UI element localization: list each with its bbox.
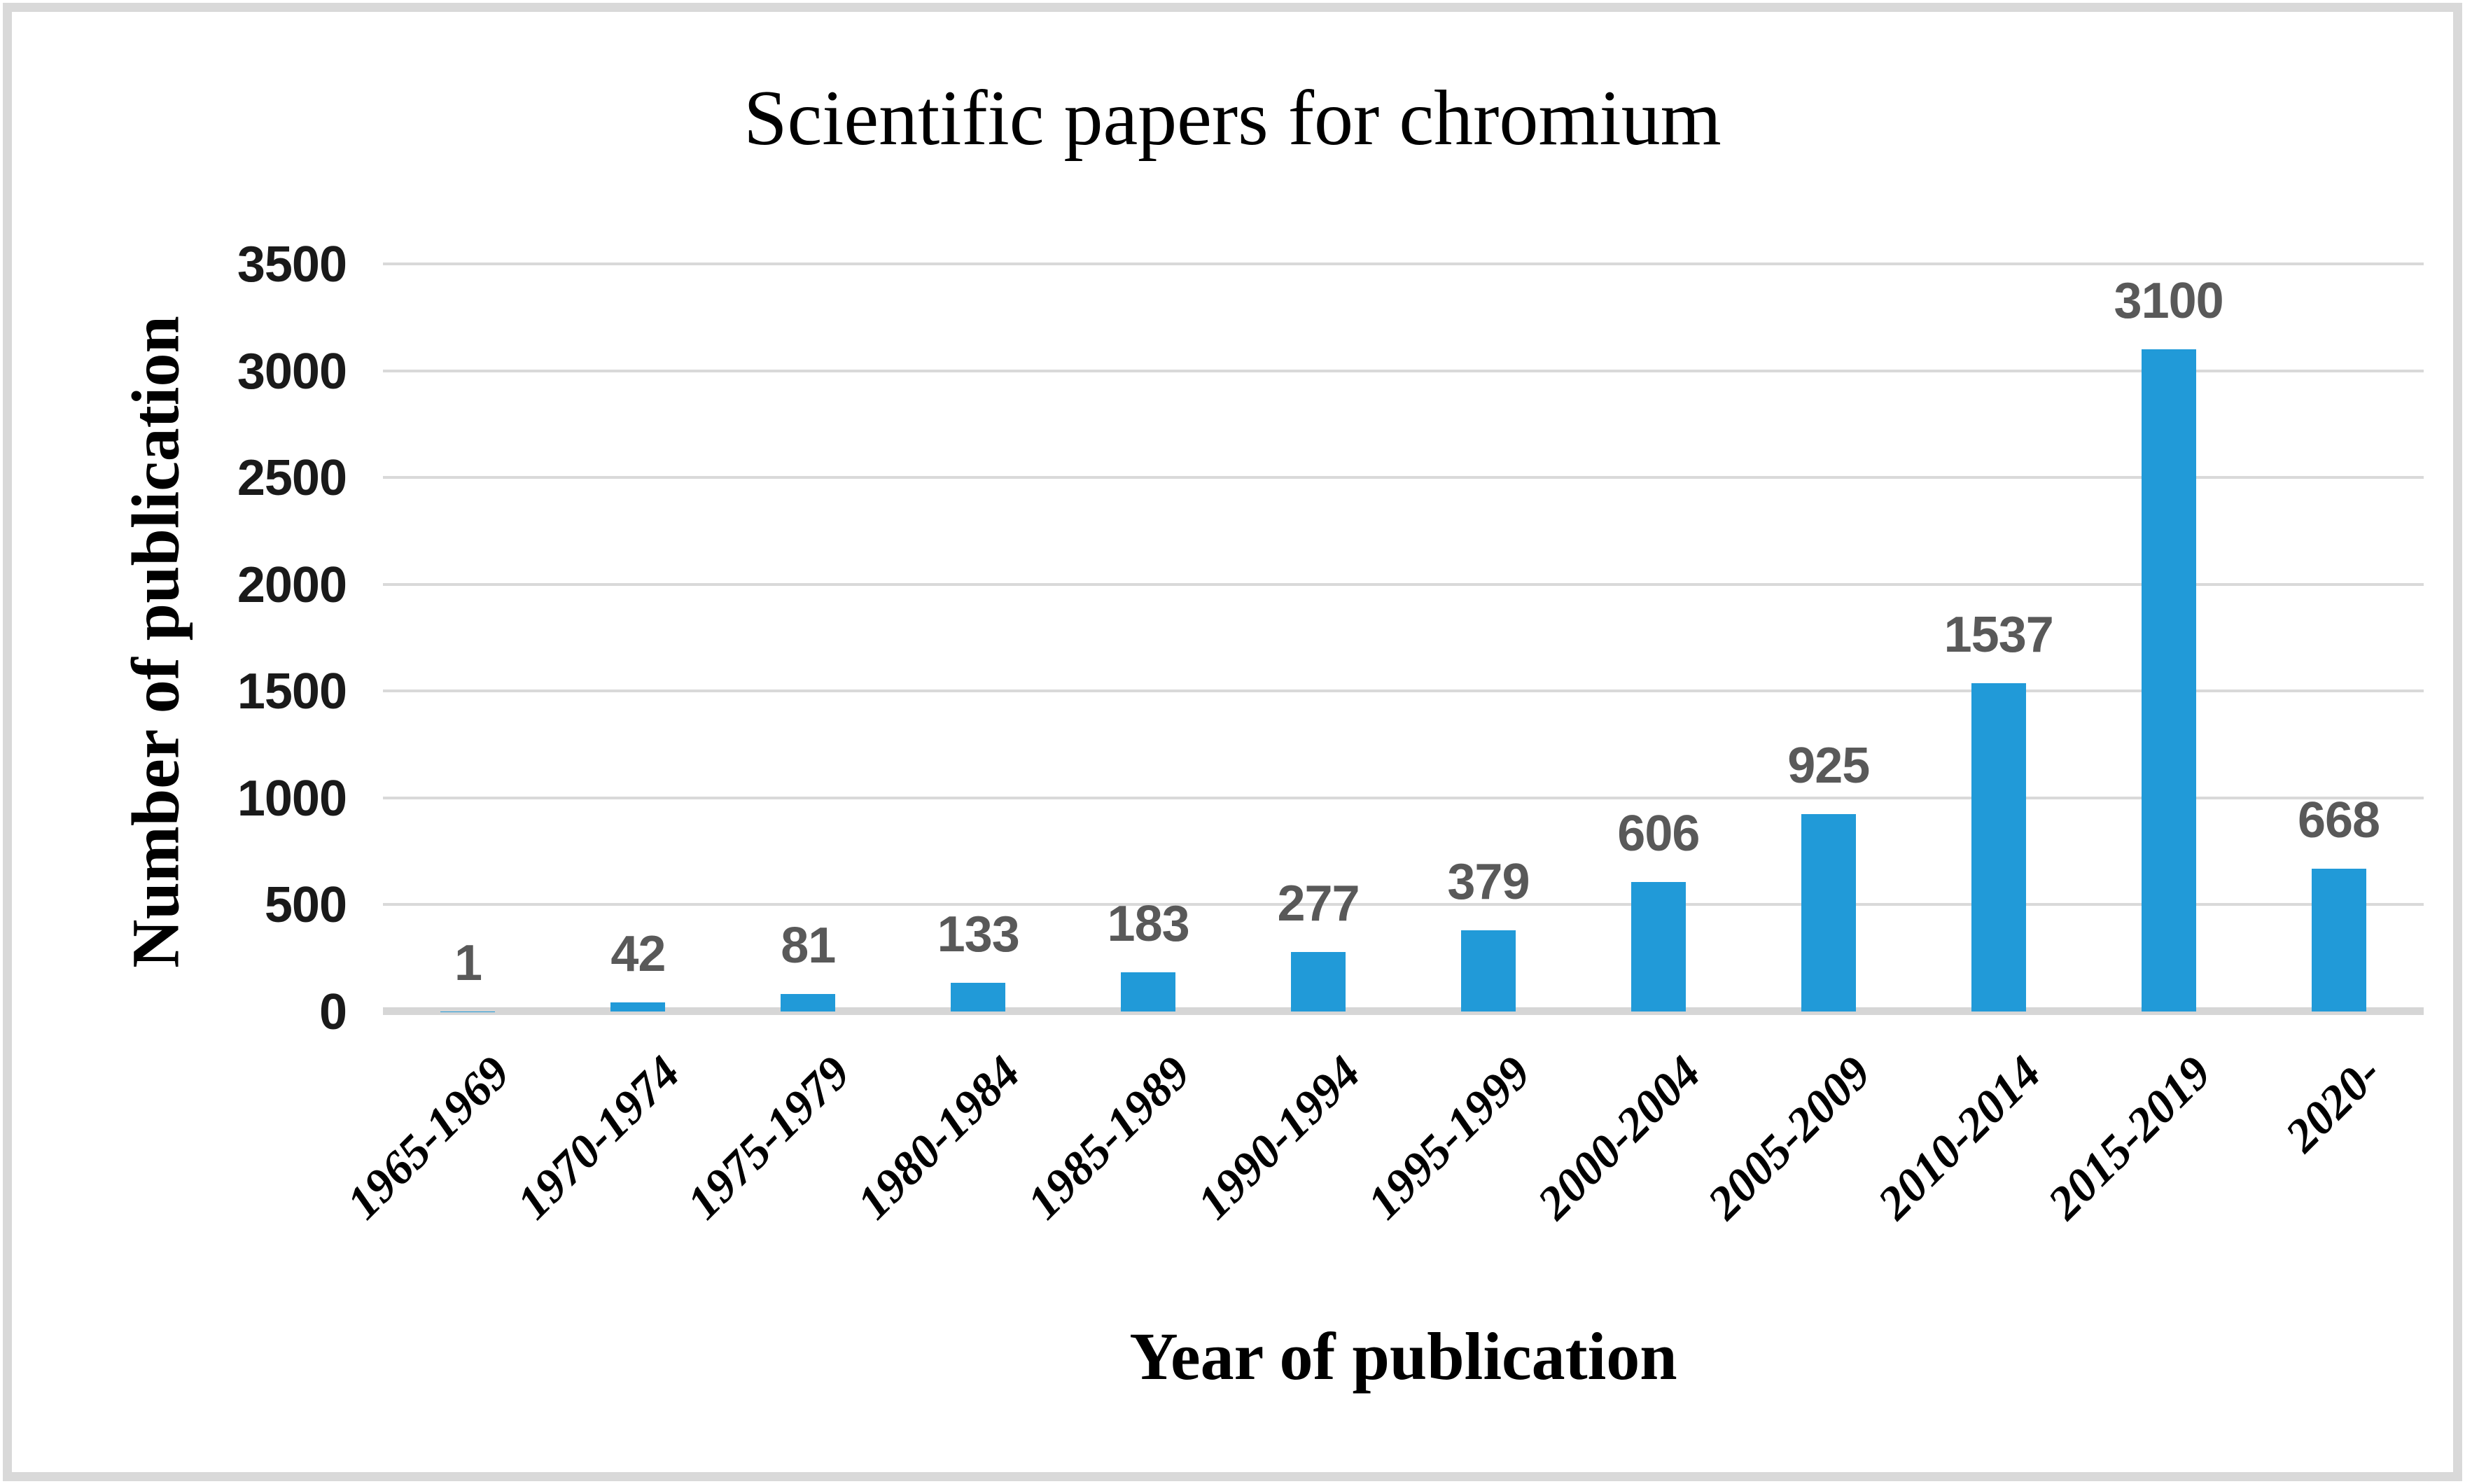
data-label: 379 bbox=[1447, 854, 1530, 911]
y-tick-label: 1500 bbox=[237, 664, 347, 720]
y-axis-title: Number of publication bbox=[118, 316, 193, 968]
y-tick-label: 500 bbox=[264, 877, 347, 934]
data-label: 925 bbox=[1787, 737, 1870, 794]
gridline bbox=[383, 369, 2424, 372]
data-label: 668 bbox=[2297, 792, 2380, 849]
data-label: 1 bbox=[454, 934, 482, 991]
bar bbox=[2141, 349, 2196, 1011]
bar bbox=[610, 1002, 666, 1011]
x-axis-line bbox=[383, 1007, 2424, 1015]
bar bbox=[1460, 930, 1516, 1011]
gridline bbox=[383, 262, 2424, 265]
y-tick-label: 2000 bbox=[237, 556, 347, 613]
data-label: 183 bbox=[1107, 896, 1190, 953]
bar bbox=[951, 983, 1006, 1011]
y-tick-label: 2500 bbox=[237, 450, 347, 507]
bar-chart: Scientific papers for chromium Number of… bbox=[12, 12, 2453, 1472]
gridline bbox=[383, 476, 2424, 479]
data-label: 1537 bbox=[1943, 607, 2054, 663]
bar bbox=[2311, 869, 2366, 1011]
bar bbox=[1801, 813, 1856, 1011]
plot-area: 0 500 1000 1500 2000 2500 3000 3500 1 1965-1969 42… bbox=[237, 237, 2424, 1229]
y-tick-label: 0 bbox=[319, 984, 347, 1040]
data-label: 133 bbox=[937, 906, 1020, 963]
bar bbox=[1971, 683, 2026, 1011]
y-tick-label: 1000 bbox=[237, 770, 347, 827]
data-label: 81 bbox=[781, 918, 836, 974]
gridline bbox=[383, 796, 2424, 799]
data-label: 277 bbox=[1277, 876, 1360, 932]
gridline bbox=[383, 690, 2424, 693]
data-label: 3100 bbox=[2114, 273, 2224, 330]
chart-title: Scientific papers for chromium bbox=[743, 75, 1722, 162]
x-axis-title: Year of publication bbox=[1129, 1319, 1677, 1394]
bar bbox=[1121, 972, 1176, 1011]
bar bbox=[1630, 882, 1686, 1011]
gridline bbox=[383, 582, 2424, 586]
data-label: 42 bbox=[610, 926, 666, 983]
gridline bbox=[383, 903, 2424, 906]
y-tick-label: 3500 bbox=[237, 237, 347, 293]
data-label: 606 bbox=[1617, 806, 1700, 862]
bar bbox=[1291, 952, 1346, 1011]
y-tick-label: 3000 bbox=[237, 343, 347, 400]
chart-frame: Scientific papers for chromium Number of… bbox=[3, 3, 2462, 1481]
bar bbox=[781, 994, 836, 1011]
